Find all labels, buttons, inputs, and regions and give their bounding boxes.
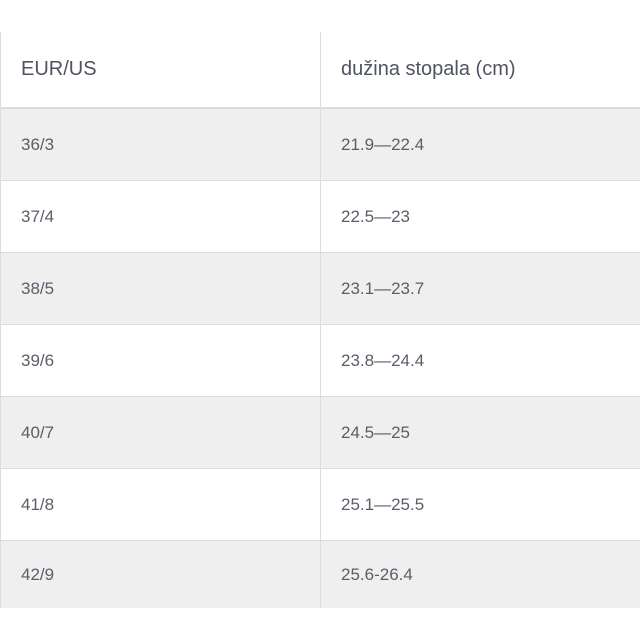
table-row: 42/9 25.6-26.4 xyxy=(1,541,640,608)
cell-foot-length: 24.5—25 xyxy=(341,422,410,442)
cell-size: 41/8 xyxy=(1,469,321,540)
cell-size: 40/7 xyxy=(1,397,321,468)
cell-foot-length: 21.9—22.4 xyxy=(341,134,425,154)
table-row: 41/8 25.1—25.5 xyxy=(1,469,640,541)
header-foot-length: dužina stopala (cm) xyxy=(341,58,516,80)
cell-size: 36/3 xyxy=(1,109,321,180)
table-row: 36/3 21.9—22.4 xyxy=(1,109,640,181)
table-row: 37/4 22.5—23 xyxy=(1,181,640,253)
cell-size: 42/9 xyxy=(1,541,321,608)
header-eur-us: EUR/US xyxy=(1,32,321,107)
cell-foot-length: 25.1—25.5 xyxy=(341,494,425,514)
cell-foot-length: 23.1—23.7 xyxy=(341,278,425,298)
cell-size: 37/4 xyxy=(1,181,321,252)
cell-foot-length: 25.6-26.4 xyxy=(341,564,413,584)
table-row: 40/7 24.5—25 xyxy=(1,397,640,469)
table-row: 39/6 23.8—24.4 xyxy=(1,325,640,397)
table-row: 38/5 23.1—23.7 xyxy=(1,253,640,325)
cell-size: 38/5 xyxy=(1,253,321,324)
cell-size: 39/6 xyxy=(1,325,321,396)
cell-foot-length: 22.5—23 xyxy=(341,206,410,226)
table-header-row: EUR/US dužina stopala (cm) xyxy=(1,32,640,109)
size-chart-table: EUR/US dužina stopala (cm) 36/3 21.9—22.4… xyxy=(0,32,640,608)
cell-foot-length: 23.8—24.4 xyxy=(341,350,425,370)
